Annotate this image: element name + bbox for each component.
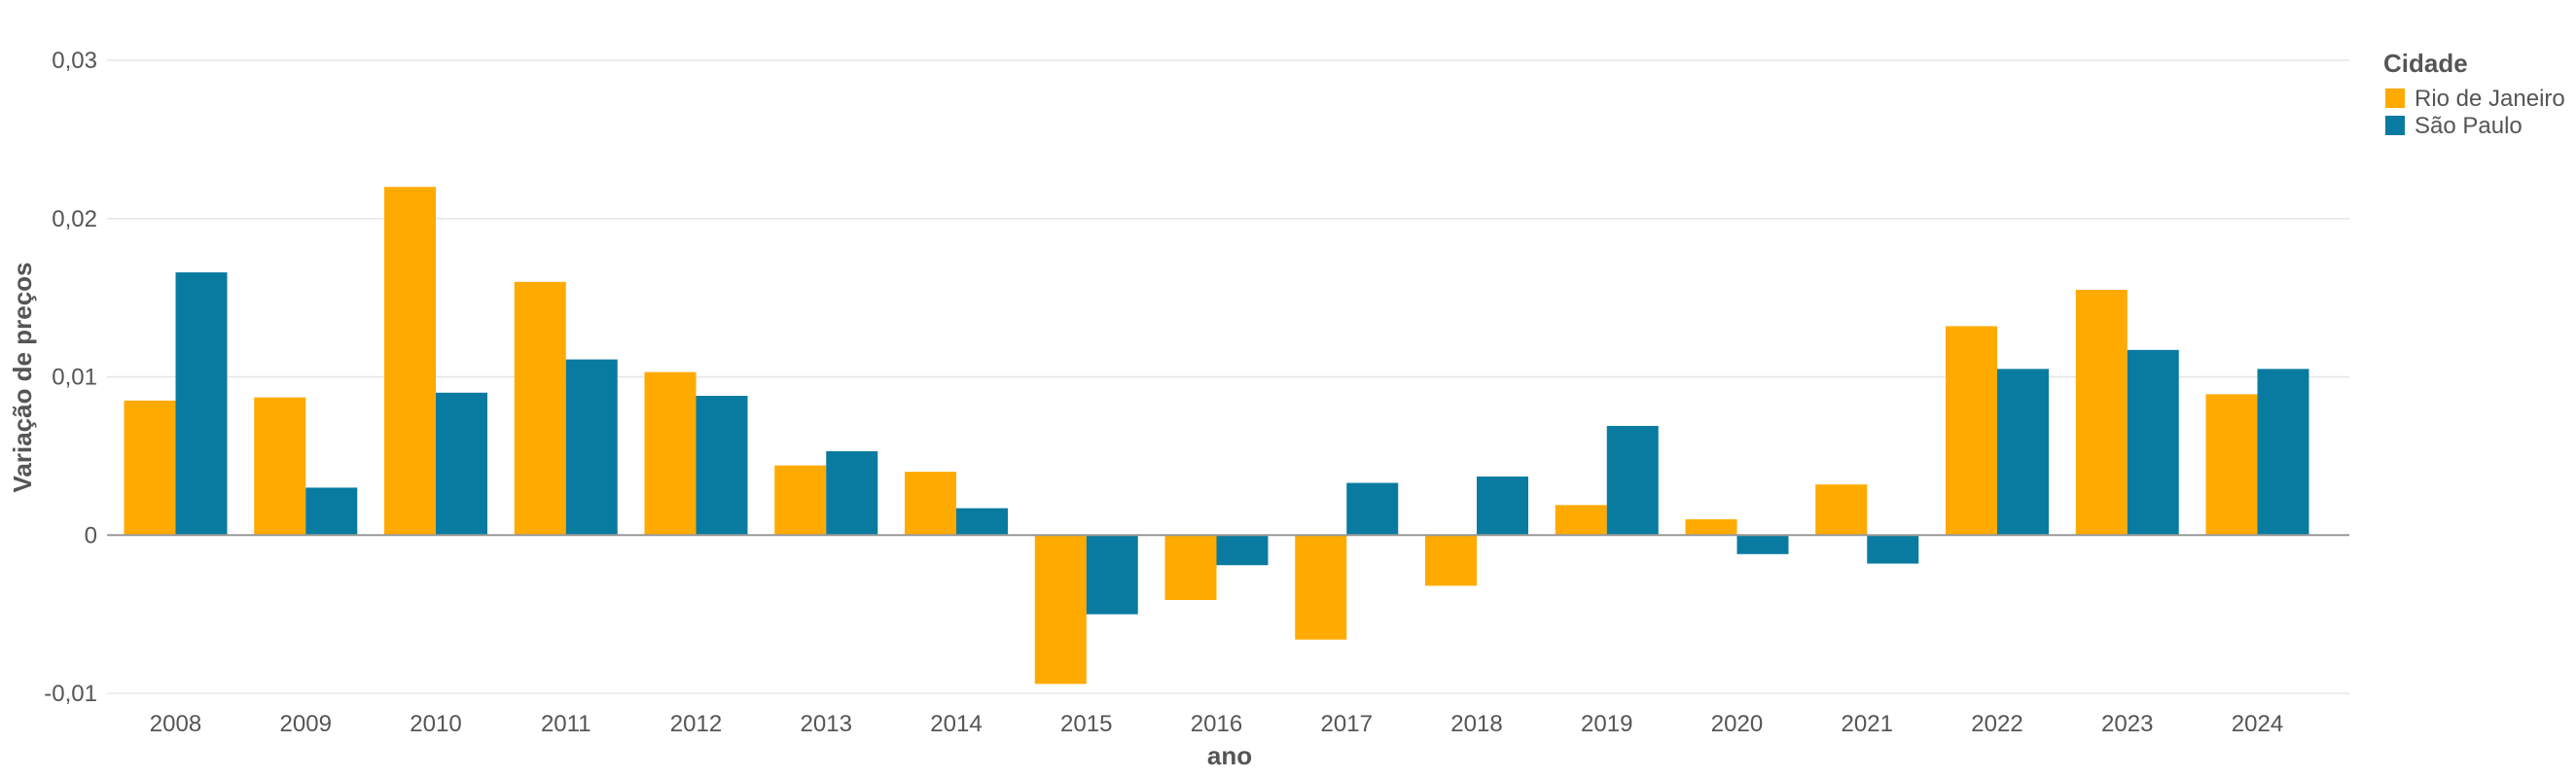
bar-s-o-paulo-2019	[1606, 425, 1659, 536]
bar-rio-de-janeiro-2018	[1425, 535, 1477, 586]
bar-s-o-paulo-2023	[2127, 349, 2179, 536]
bar-s-o-paulo-2013	[826, 450, 878, 536]
y-tick-label: 0,03	[52, 48, 97, 74]
bar-s-o-paulo-2021	[1867, 535, 1919, 564]
x-tick-label: 2020	[1711, 711, 1763, 737]
legend-swatch-rio-de-janeiro	[2385, 88, 2405, 108]
x-tick-label: 2012	[670, 711, 722, 737]
bar-rio-de-janeiro-2023	[2075, 289, 2128, 536]
bar-rio-de-janeiro-2014	[905, 472, 956, 536]
bar-s-o-paulo-2008	[175, 272, 228, 536]
bar-s-o-paulo-2018	[1477, 477, 1528, 536]
x-tick-label: 2009	[280, 711, 332, 737]
legend-label-sao-paulo: São Paulo	[2415, 113, 2522, 139]
bar-rio-de-janeiro-2012	[644, 371, 697, 536]
y-axis-title: Variação de preços	[8, 262, 37, 492]
y-tick-label: 0,01	[52, 365, 97, 391]
legend-swatch-sao-paulo	[2385, 116, 2405, 135]
x-tick-label: 2008	[150, 711, 201, 737]
x-tick-label: 2011	[541, 711, 591, 737]
bar-s-o-paulo-2010	[436, 392, 487, 536]
bar-rio-de-janeiro-2011	[514, 281, 566, 536]
bar-s-o-paulo-2020	[1736, 535, 1789, 554]
x-tick-label: 2019	[1581, 711, 1632, 737]
bar-s-o-paulo-2009	[305, 487, 358, 536]
bar-rio-de-janeiro-2022	[1946, 326, 1997, 536]
bar-s-o-paulo-2016	[1216, 535, 1269, 566]
y-tick-label: 0	[85, 522, 97, 548]
x-tick-label: 2021	[1842, 711, 1893, 737]
y-tick-label: -0,01	[44, 681, 97, 707]
x-tick-label: 2018	[1450, 711, 1502, 737]
x-tick-label: 2014	[930, 711, 982, 737]
x-tick-label: 2017	[1321, 711, 1373, 737]
x-tick-label: 2023	[2101, 711, 2153, 737]
bar-s-o-paulo-2022	[1997, 369, 2049, 536]
bar-rio-de-janeiro-2008	[124, 400, 176, 536]
bar-rio-de-janeiro-2017	[1295, 535, 1347, 640]
x-tick-label: 2013	[801, 711, 852, 737]
x-axis-title: ano	[1207, 741, 1252, 770]
bar-rio-de-janeiro-2015	[1034, 535, 1087, 685]
bar-s-o-paulo-2012	[696, 396, 748, 536]
bar-rio-de-janeiro-2020	[1685, 518, 1737, 536]
x-tick-label: 2024	[2232, 711, 2283, 737]
x-tick-label: 2016	[1191, 711, 1242, 737]
y-tick-label: 0,02	[52, 206, 97, 232]
bar-rio-de-janeiro-2016	[1164, 535, 1217, 600]
bar-rio-de-janeiro-2013	[774, 465, 827, 536]
x-tick-label: 2015	[1060, 711, 1112, 737]
legend: Cidade Rio de Janeiro São Paulo	[2383, 49, 2565, 139]
bar-rio-de-janeiro-2010	[384, 187, 436, 536]
bar-s-o-paulo-2017	[1346, 482, 1399, 536]
bar-s-o-paulo-2011	[565, 359, 618, 536]
y-axis-ticks: -0,01 0 0,01 0,02 0,03	[44, 48, 97, 707]
x-tick-label: 2010	[410, 711, 461, 737]
x-tick-label: 2022	[1971, 711, 2022, 737]
bar-rio-de-janeiro-2024	[2205, 394, 2258, 536]
x-axis-ticks: 2008 2009 2010 2011 2012 2013 2014 2015 2016 2017…	[150, 711, 2283, 737]
legend-title: Cidade	[2383, 49, 2468, 78]
bar-rio-de-janeiro-2021	[1815, 484, 1868, 536]
legend-label-rio-de-janeiro: Rio de Janeiro	[2415, 86, 2565, 112]
bars	[124, 187, 2309, 685]
bar-s-o-paulo-2024	[2257, 369, 2309, 536]
bar-rio-de-janeiro-2009	[254, 397, 306, 536]
bar-s-o-paulo-2014	[956, 508, 1008, 536]
bar-rio-de-janeiro-2019	[1555, 505, 1607, 536]
bar-s-o-paulo-2015	[1086, 535, 1138, 615]
